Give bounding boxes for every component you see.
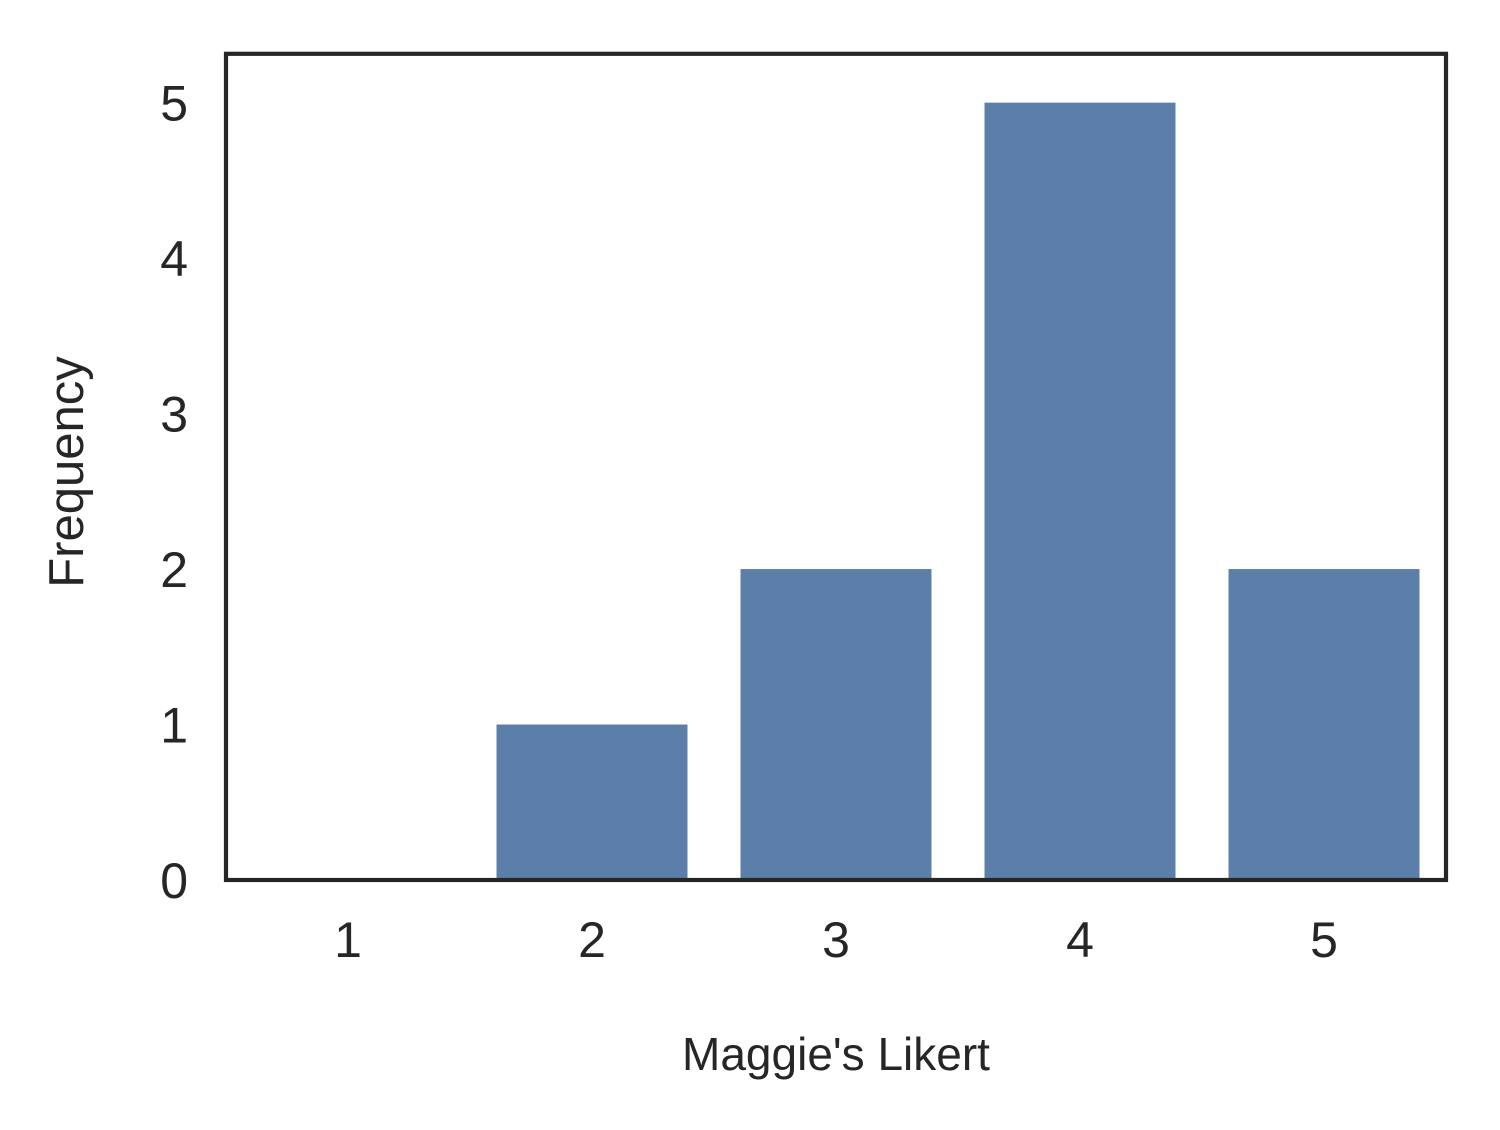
svg-text:3: 3 <box>822 912 850 968</box>
svg-text:0: 0 <box>160 853 188 909</box>
svg-text:2: 2 <box>578 912 606 968</box>
svg-text:1: 1 <box>334 912 362 968</box>
svg-text:5: 5 <box>160 76 188 132</box>
svg-text:4: 4 <box>1066 912 1094 968</box>
svg-text:3: 3 <box>160 387 188 443</box>
svg-text:Maggie's Likert: Maggie's Likert <box>682 1028 990 1080</box>
svg-text:Frequency: Frequency <box>40 356 94 588</box>
svg-text:5: 5 <box>1310 912 1338 968</box>
svg-text:1: 1 <box>160 698 188 754</box>
svg-text:2: 2 <box>160 542 188 598</box>
svg-text:4: 4 <box>160 231 188 287</box>
